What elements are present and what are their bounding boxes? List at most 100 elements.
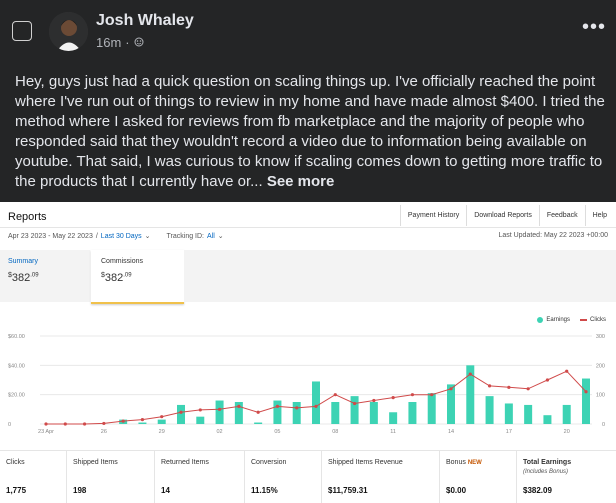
clicks-point <box>333 393 337 397</box>
clicks-point <box>314 404 318 408</box>
x-tick-label: 08 <box>332 429 338 435</box>
divider <box>0 227 616 228</box>
y-right-tick-label: 300 <box>596 334 605 340</box>
clicks-point <box>63 422 67 426</box>
tab-download-reports[interactable]: Download Reports <box>466 205 539 226</box>
metric-conversion: Conversion 11.15% <box>245 450 322 503</box>
x-tick-label: 29 <box>159 429 165 435</box>
x-tick-label: 23 Apr <box>38 429 54 435</box>
clicks-point <box>102 421 106 426</box>
earnings-bar <box>254 422 263 424</box>
clicks-point <box>179 410 183 414</box>
clicks-point <box>410 393 415 397</box>
report-tabs: Payment History Download Reports Feedbac… <box>399 205 614 226</box>
clicks-point <box>275 404 280 408</box>
commissions-value: $382.09 <box>101 272 132 284</box>
earnings-bar <box>389 412 398 424</box>
clicks-point <box>217 407 222 411</box>
clicks-point <box>545 378 550 382</box>
earnings-bar <box>292 402 301 424</box>
earnings-bar <box>485 396 494 424</box>
tab-payment-history[interactable]: Payment History <box>399 205 466 226</box>
chevron-down-icon: ⌄ <box>217 233 224 240</box>
legend-earnings[interactable]: Earnings <box>537 317 570 323</box>
clicks-point <box>526 387 530 391</box>
y-left-tick-label: $20.00 <box>8 393 25 399</box>
date-range: Apr 23 2023 - May 22 2023 <box>8 232 93 240</box>
tab-commissions[interactable]: Commissions $382.09 <box>91 250 184 304</box>
x-tick-label: 05 <box>274 429 280 435</box>
more-options-icon[interactable]: ••• <box>581 16 606 38</box>
clicks-point <box>256 410 260 414</box>
new-badge: NEW <box>467 460 482 466</box>
earnings-bar <box>157 419 166 424</box>
period-select[interactable]: Last 30 Days <box>100 232 142 240</box>
earnings-bar <box>543 415 552 424</box>
metric-returned-items: Returned Items 14 <box>155 450 245 503</box>
y-left-tick-label: 0 <box>8 422 11 428</box>
earnings-bar <box>215 400 224 424</box>
earnings-bar <box>466 365 475 424</box>
clicks-point <box>487 384 492 388</box>
clicks-point <box>160 415 164 419</box>
clicks-point <box>372 398 376 403</box>
metric-clicks: Clicks 1,775 <box>0 450 67 503</box>
see-more-link[interactable]: See more <box>266 173 335 190</box>
clicks-point <box>352 401 357 406</box>
author-name[interactable]: Josh Whaley <box>96 12 194 29</box>
tab-band <box>184 250 616 302</box>
post-meta: 16m · <box>96 35 144 50</box>
x-tick-label: 14 <box>448 429 454 435</box>
earnings-bar <box>504 403 513 424</box>
post-time[interactable]: 16m <box>96 35 122 50</box>
date-separator: / <box>95 232 98 240</box>
earnings-bar <box>196 416 205 424</box>
clicks-point <box>565 369 569 373</box>
earnings-swatch-icon <box>537 317 544 323</box>
metric-shipped-revenue: Shipped Items Revenue $11,759.31 <box>322 450 440 503</box>
chart-legend: Earnings Clicks <box>537 317 606 323</box>
chevron-down-icon: ⌄ <box>144 233 151 240</box>
clicks-point <box>44 422 48 426</box>
avatar[interactable] <box>49 12 88 51</box>
legend-clicks[interactable]: Clicks <box>580 317 606 323</box>
earnings-bar <box>312 381 320 424</box>
y-left-tick-label: $60.00 <box>8 334 25 340</box>
tracking-select[interactable]: All <box>207 232 215 240</box>
clicks-point <box>430 393 434 397</box>
x-tick-label: 26 <box>101 429 107 435</box>
summary-value: $382.09 <box>8 272 39 284</box>
report-screenshot: Reports Payment History Download Reports… <box>0 202 616 503</box>
clicks-point <box>295 406 299 410</box>
separator: · <box>125 35 130 50</box>
clicks-point <box>237 404 241 408</box>
tab-summary[interactable]: Summary $382.09 <box>0 250 90 302</box>
metric-total-earnings: Total Earnings (Includes Bonus) $382.09 <box>523 459 572 495</box>
post-text: Hey, guys just had a quick question on s… <box>15 73 605 190</box>
x-tick-label: 20 <box>564 429 570 435</box>
profile-photo-icon <box>49 12 88 51</box>
divider <box>0 450 616 451</box>
earnings-bar <box>177 404 185 424</box>
earnings-bar <box>350 396 359 424</box>
earnings-clicks-chart: 0 $20.00 $40.00 $60.00 0 100 200 300 23 Apr 26 29 0… <box>8 334 605 435</box>
tracking-label: Tracking ID: <box>166 232 205 240</box>
tab-help[interactable]: Help <box>584 205 614 226</box>
earnings-bar <box>273 400 282 424</box>
y-left-tick-label: $40.00 <box>8 363 25 369</box>
summary-label: Summary <box>8 258 38 265</box>
earnings-bar <box>408 402 417 424</box>
date-filter-row: Apr 23 2023 - May 22 2023 / Last 30 Days… <box>8 232 224 241</box>
clicks-point <box>82 422 87 426</box>
select-checkbox[interactable] <box>12 21 32 41</box>
metric-bonus: Bonus NEW $0.00 <box>440 450 517 503</box>
commissions-label: Commissions <box>101 258 144 265</box>
tab-feedback[interactable]: Feedback <box>538 205 585 226</box>
clicks-point <box>140 418 145 422</box>
clicks-point <box>468 372 472 376</box>
report-title: Reports <box>8 211 47 223</box>
y-right-tick-label: 200 <box>596 363 605 369</box>
earnings-bar <box>138 422 147 424</box>
earnings-bar <box>582 378 590 424</box>
